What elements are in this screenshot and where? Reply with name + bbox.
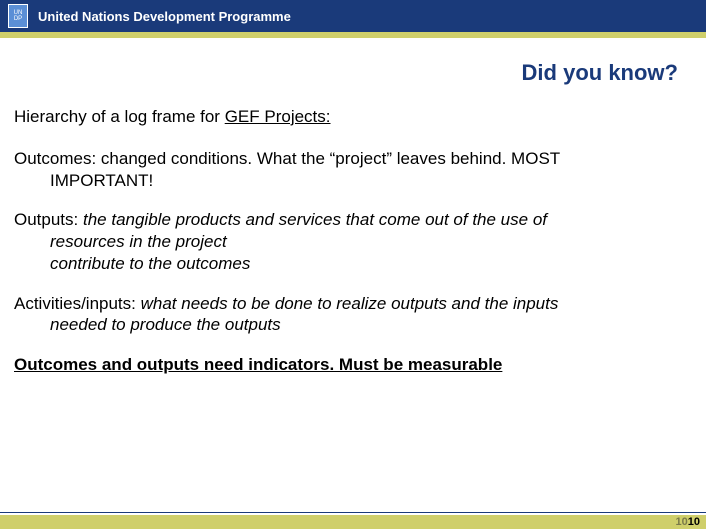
section-line: needed to produce the outputs [14, 314, 692, 336]
section-outcomes: Outcomes: changed conditions. What the “… [14, 148, 692, 192]
section-line: IMPORTANT! [14, 170, 692, 192]
slide-title: Did you know? [0, 38, 706, 98]
closing-line: Outcomes and outputs need indicators. Mu… [14, 354, 692, 376]
page-number-faded: 10 [676, 516, 688, 528]
section-line: resources in the project [14, 231, 692, 253]
intro-line: Hierarchy of a log frame for GEF Project… [14, 106, 692, 128]
content-area: Hierarchy of a log frame for GEF Project… [0, 98, 706, 376]
section-outputs: Outputs: the tangible products and servi… [14, 209, 692, 274]
page-number-main: 10 [688, 516, 700, 528]
section-lead: the tangible products and services that … [78, 210, 547, 229]
section-label: Outcomes: [14, 149, 96, 168]
header-title: United Nations Development Programme [38, 9, 291, 24]
intro-underlined: GEF Projects: [225, 107, 331, 126]
accent-line-bottom [0, 515, 706, 529]
undp-logo-icon: UN DP [8, 4, 28, 28]
section-label: Outputs: [14, 210, 78, 229]
section-activities: Activities/inputs: what needs to be done… [14, 293, 692, 337]
footer-line [0, 512, 706, 513]
section-line: contribute to the outcomes [14, 253, 692, 275]
header-bar: UN DP United Nations Development Program… [0, 0, 706, 32]
section-lead: what needs to be done to realize outputs… [136, 294, 558, 313]
page-number: 1010 [676, 516, 701, 528]
section-lead: changed conditions. What the “project” l… [96, 149, 560, 168]
intro-prefix: Hierarchy of a log frame for [14, 107, 225, 126]
section-label: Activities/inputs: [14, 294, 136, 313]
